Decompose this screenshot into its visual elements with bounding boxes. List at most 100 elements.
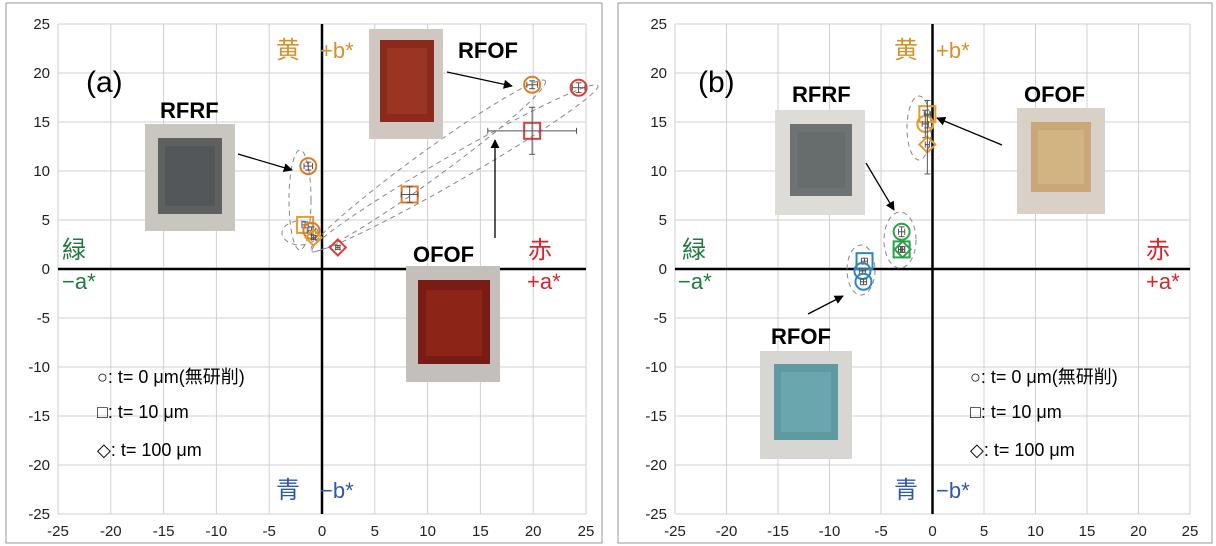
error-bar [924, 114, 931, 175]
axis-label-green: −a* [678, 269, 712, 294]
data-point-circle [853, 261, 872, 280]
data-point-circle [892, 222, 911, 241]
sample-photo-rfof [760, 351, 852, 459]
y-tick-label: -15 [645, 408, 667, 425]
y-tick-label: 25 [650, 16, 667, 33]
data-point-circle [523, 75, 542, 94]
panel-label: (b) [698, 66, 735, 99]
axis-label-red-kanji: 赤 [1146, 237, 1170, 264]
photo-label: OFOF [413, 242, 474, 267]
annotation-arrow [237, 153, 293, 173]
x-tick-label: 10 [1027, 523, 1044, 540]
y-tick-label: -5 [654, 310, 667, 327]
data-point-circle [299, 157, 318, 176]
error-bar [400, 186, 419, 203]
photo-label: RFRF [792, 82, 851, 107]
data-point-circle [569, 78, 588, 97]
x-tick-label: 20 [525, 523, 542, 540]
y-tick-label: 15 [33, 114, 50, 131]
x-tick-label: -15 [767, 523, 789, 540]
axis-label-red: +a* [1146, 269, 1180, 294]
error-bar [571, 82, 586, 94]
data-point-diamond [917, 114, 937, 175]
data-point-square [487, 106, 577, 155]
axis-label-yellow-kanji: 黄 [276, 37, 300, 64]
error-bar [526, 80, 538, 90]
y-tick-label: -25 [645, 506, 667, 523]
sample-photo-rfof [369, 29, 443, 139]
y-tick-label: 20 [650, 65, 667, 82]
data-point-square [400, 185, 419, 204]
y-tick-label: -20 [645, 457, 667, 474]
legend-entry-t0: ○: t= 0 μm(無研削) [970, 367, 1118, 387]
sample-photo-rfrf [775, 110, 865, 215]
photo-label: RFRF [160, 98, 219, 123]
cluster-ellipse [309, 79, 547, 253]
y-tick-label: 5 [659, 212, 667, 229]
y-tick-label: 0 [659, 261, 667, 278]
x-tick-label: -15 [153, 523, 175, 540]
y-tick-label: -5 [37, 310, 50, 327]
y-tick-label: 25 [33, 16, 50, 33]
y-tick-label: -10 [28, 359, 50, 376]
x-tick-label: -5 [874, 523, 887, 540]
x-tick-label: -10 [819, 523, 841, 540]
cluster-ellipse [906, 95, 932, 161]
error-bar [898, 226, 906, 238]
error-bar [310, 234, 317, 241]
y-tick-label: 20 [33, 65, 50, 82]
axis-label-yellow: +b* [320, 38, 354, 63]
y-tick-label: -15 [28, 408, 50, 425]
x-tick-label: 15 [472, 523, 489, 540]
legend-entry-t0: ○: t= 0 μm(無研削) [97, 367, 245, 387]
x-tick-label: 25 [1182, 523, 1199, 540]
plot-frame [5, 2, 603, 544]
x-tick-label: 25 [578, 523, 595, 540]
x-tick-label: 15 [1079, 523, 1096, 540]
plot-frame [617, 2, 1213, 544]
data-point-circle [854, 272, 873, 291]
axis-label-yellow-kanji: 黄 [894, 37, 918, 64]
y-tick-label: 10 [650, 163, 667, 180]
sample-photo-ofof [406, 266, 500, 382]
x-tick-label: -25 [664, 523, 686, 540]
annotation-arrow [807, 295, 844, 315]
legend-entry-t100: ◇: t= 100 μm [970, 440, 1075, 460]
axis-label-red-kanji: 赤 [528, 237, 552, 264]
error-bar [334, 244, 341, 251]
error-bar [899, 245, 906, 253]
y-tick-label: -20 [28, 457, 50, 474]
x-tick-label: -5 [263, 523, 276, 540]
photo-label: OFOF [1024, 82, 1085, 107]
x-tick-label: -25 [47, 523, 69, 540]
axis-label-blue-kanji: 青 [894, 477, 918, 504]
x-tick-label: 20 [1130, 523, 1147, 540]
x-tick-label: 5 [371, 523, 379, 540]
annotation-arrow [446, 71, 513, 89]
sample-photo-ofof [1017, 108, 1105, 214]
cluster-ellipse [846, 244, 876, 296]
cluster-ellipse [288, 149, 312, 251]
cluster-ellipse [883, 211, 917, 269]
axis-label-green: −a* [62, 269, 96, 294]
x-tick-label: -10 [206, 523, 228, 540]
x-tick-label: -20 [100, 523, 122, 540]
axis-label-blue: −b* [936, 478, 970, 503]
legend-entry-t100: ◇: t= 100 μm [97, 440, 202, 460]
y-tick-label: 10 [33, 163, 50, 180]
y-tick-label: 5 [42, 212, 50, 229]
error-bar [303, 161, 313, 171]
chart-panel-b: -25 -20 -15 -10 -5 0 5 10 15 20 25 25 20 15 10 5 0 -5 -10 -… [617, 2, 1213, 544]
y-tick-label: -10 [645, 359, 667, 376]
cluster-ellipse [311, 84, 599, 252]
x-tick-label: 0 [318, 523, 326, 540]
y-tick-label: 15 [650, 114, 667, 131]
x-tick-label: 10 [419, 523, 436, 540]
chart-panel-a: -25 -20 -15 -10 -5 0 5 10 15 20 25 25 20 15 10 5 0 -5 -10 -… [5, 2, 603, 544]
data-point-diamond [328, 238, 348, 257]
axis-label-blue-kanji: 青 [276, 477, 300, 504]
annotation-arrow [865, 162, 895, 211]
legend-entry-t10: □: t= 10 μm [97, 402, 189, 422]
axis-label-blue: −b* [320, 478, 354, 503]
